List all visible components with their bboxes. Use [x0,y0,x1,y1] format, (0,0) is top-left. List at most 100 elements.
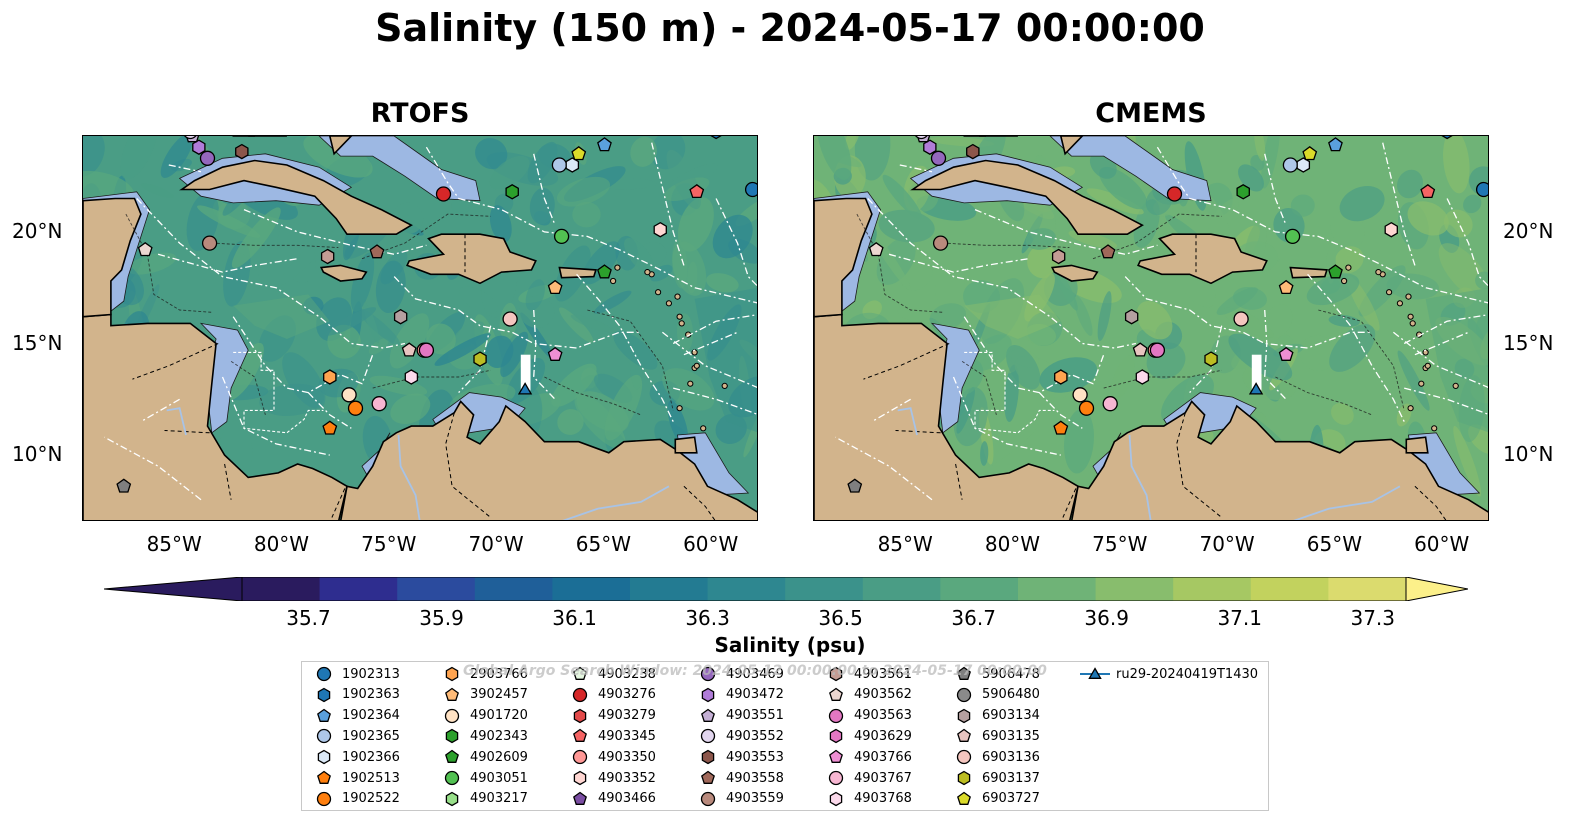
legend-item: 1902313 [312,665,400,683]
float-legend-icon [573,666,587,680]
legend-item-label: 4903559 [726,791,784,807]
legend-item-label: 4902343 [470,728,528,744]
float-legend-icon [317,687,331,703]
legend-item-label: 4903561 [854,666,912,682]
colorbar-swatch [785,577,864,601]
float-legend-icon [700,729,716,744]
legend-item: 3902457 [440,686,528,704]
float-legend-icon [701,687,715,703]
float-marker-4903553 [235,143,249,160]
float-marker-1902522 [347,400,364,416]
float-legend-icon [829,729,843,744]
float-marker-4903558 [369,244,385,259]
legend-item: 4903552 [696,727,784,745]
legend-item-label: 4903552 [726,728,784,744]
float-marker-4903563 [418,342,435,358]
legend-item-label: 1902363 [342,687,400,703]
colorbar-tick-label: 37.1 [1217,606,1262,630]
float-legend-icon [956,750,972,765]
float-marker-4903562 [868,241,884,257]
float-legend-icon [444,770,460,786]
legend-item-label: 1902513 [342,770,400,786]
colorbar-swatch [707,577,786,601]
colorbar-swatch [319,577,398,601]
float-marker-1902313 [1475,181,1488,198]
legend-item: ru29-20240419T1430 [1080,665,1258,683]
legend-item-label: 1902522 [342,791,400,807]
float-legend-icon [956,687,972,702]
float-legend-icon [700,666,716,682]
lon-tick-label: 70°W [1199,532,1255,556]
float-legend-icon [572,687,588,702]
colorbar-tick-label: 36.7 [951,606,996,630]
legend-item: 6903135 [952,727,1040,745]
legend-item: 2903766 [440,665,528,683]
map-rtofs[interactable] [82,135,758,521]
float-marker-4903051 [1284,228,1301,245]
float-marker-6903136 [1233,311,1249,327]
lon-tick-label: 85°W [146,532,202,556]
legend-item-label: 4903767 [854,770,912,786]
colorbar-swatch [397,577,476,601]
float-legend-icon [829,666,843,682]
float-marker-4903552 [184,136,197,140]
float-marker-1902364 [597,137,612,152]
argo-search-watermark: Global Argo Search Window: 2024-05-12 00… [463,663,1047,679]
float-marker-6903134 [393,308,408,325]
float-marker-4901720 [341,387,357,403]
float-legend-icon [573,708,587,723]
colorbar-tick-label: 36.3 [685,606,730,630]
float-legend-icon [316,666,332,682]
legend-item: 4903766 [824,748,912,766]
map-canvas-0 [83,136,757,520]
figure-title: Salinity (150 m) - 2024-05-17 00:00:00 [375,6,1205,50]
legend-item-label: 4902609 [470,749,528,765]
float-marker-4903469 [930,150,947,166]
float-legend-icon [573,791,587,805]
float-legend: 1902313 1902363 1902364 1902365 1902366 19025… [301,661,1269,811]
lat-tick-label: 10°N [1503,442,1554,467]
float-marker-4903469 [199,150,216,166]
float-legend-icon [829,791,843,807]
colorbar-tick-label: 36.9 [1084,606,1129,630]
lon-tick-label: 60°W [1414,532,1470,556]
panel-title-cmems: CMEMS [1095,98,1207,129]
colorbar-swatch [940,577,1019,601]
float-marker-4903561 [1051,248,1066,265]
legend-item: 4903352 [568,769,656,787]
legend-item: 4903051 [440,769,528,787]
legend-item-label: 6903137 [982,770,1040,786]
float-marker-4901720 [1072,387,1088,403]
lon-tick-label: 80°W [253,532,310,556]
map-canvas-1 [814,136,1488,520]
legend-item: 1902522 [312,790,400,808]
glider-legend-icon [1080,667,1110,679]
legend-item: 4903217 [440,790,528,808]
map-cmems[interactable] [813,135,1489,521]
legend-item-label: 1902365 [342,728,400,744]
legend-item-label: 4903217 [470,791,528,807]
legend-item-label: 4903551 [726,708,784,724]
legend-item-label: 5906478 [982,666,1040,682]
lat-tick-label: 10°N [12,442,63,467]
legend-item: 1902365 [312,727,400,745]
lon-tick-label: 65°W [1306,532,1362,556]
legend-item: 6903136 [952,748,1040,766]
colorbar-swatch [552,577,631,601]
float-marker-ru29-20240419T1430 [1248,382,1264,395]
float-marker-4902609 [1328,264,1343,279]
legend-item-label: 1902366 [342,749,400,765]
legend-item-label: 6903136 [982,749,1040,765]
float-legend-icon [445,749,459,764]
legend-item-label: 4903766 [854,749,912,765]
legend-item-label: 3902457 [470,687,528,703]
colorbar-swatch [1173,577,1252,601]
float-marker-4903768 [1135,369,1150,385]
float-legend-icon [317,708,331,722]
float-marker-4903051 [553,228,570,245]
float-legend-icon [957,770,971,786]
float-marker-4903766 [1278,346,1294,361]
float-marker-2903766 [1054,369,1068,385]
float-marker-4903766 [547,346,563,361]
float-marker-5906478 [116,478,132,493]
